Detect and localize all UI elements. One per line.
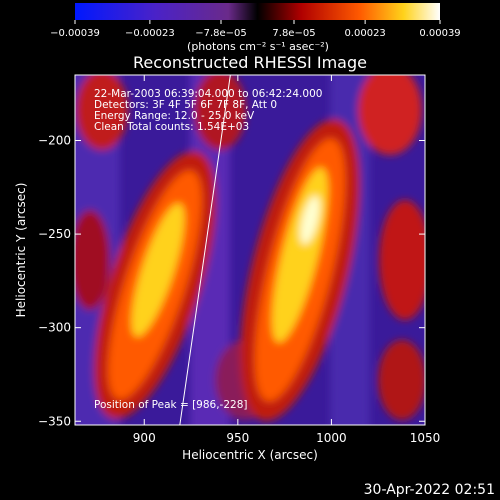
colorbar-gradient: [75, 3, 440, 20]
y-tick-label: −250: [38, 227, 71, 241]
colorbar-tick-label: 0.00023: [344, 28, 385, 39]
annotation-line: Detectors: 3F 4F 5F 6F 7F 8F, Att 0: [94, 99, 277, 111]
colorbar-tick-label: −7.8e−05: [195, 28, 247, 39]
x-axis-label: Heliocentric X (arcsec): [182, 448, 318, 462]
footer-timestamp: 30-Apr-2022 02:51: [364, 482, 495, 498]
colorbar: −0.00039 −0.00023 −7.8e−05 7.8e−05 0.00023 0.…: [50, 3, 461, 53]
colorbar-unit-label: (photons cm⁻² s⁻¹ asec⁻²): [187, 40, 329, 53]
annotation-line: Clean Total counts: 1.54E+03: [94, 121, 249, 133]
annotation-line: 22-Mar-2003 06:39:04.000 to 06:42:24.000: [94, 88, 322, 100]
colorbar-ticks: −0.00039 −0.00023 −7.8e−05 7.8e−05 0.00023 0.…: [50, 20, 461, 39]
y-tick-label: −300: [38, 321, 71, 335]
solar-limb-line: [179, 74, 231, 426]
x-tick-label: 950: [226, 431, 249, 445]
x-tick-label: 1000: [316, 431, 347, 445]
colorbar-tick-label: −0.00023: [125, 28, 175, 39]
peak-position-label: Position of Peak = [986,-228]: [94, 399, 248, 411]
x-tick-label: 900: [133, 431, 156, 445]
y-tick-label: −350: [38, 414, 71, 428]
y-axis-ticks: −200 −250 −300 −350: [38, 134, 425, 428]
plot-frame: [74, 74, 426, 426]
heatmap-image: [75, 75, 425, 425]
annotations: 22-Mar-2003 06:39:04.000 to 06:42:24.000…: [94, 88, 322, 133]
x-tick-label: 1050: [410, 431, 441, 445]
x-axis-ticks: 900 950 1000 1050: [133, 75, 440, 445]
annotation-line: Energy Range: 12.0 - 25.0 keV: [94, 110, 255, 122]
chart-title: Reconstructed RHESSI Image: [133, 53, 367, 72]
colorbar-tick-label: 7.8e−05: [272, 28, 315, 39]
colorbar-tick-label: 0.00039: [419, 28, 460, 39]
y-axis-label: Heliocentric Y (arcsec): [14, 183, 28, 318]
colorbar-tick-label: −0.00039: [50, 28, 100, 39]
y-tick-label: −200: [38, 134, 71, 148]
